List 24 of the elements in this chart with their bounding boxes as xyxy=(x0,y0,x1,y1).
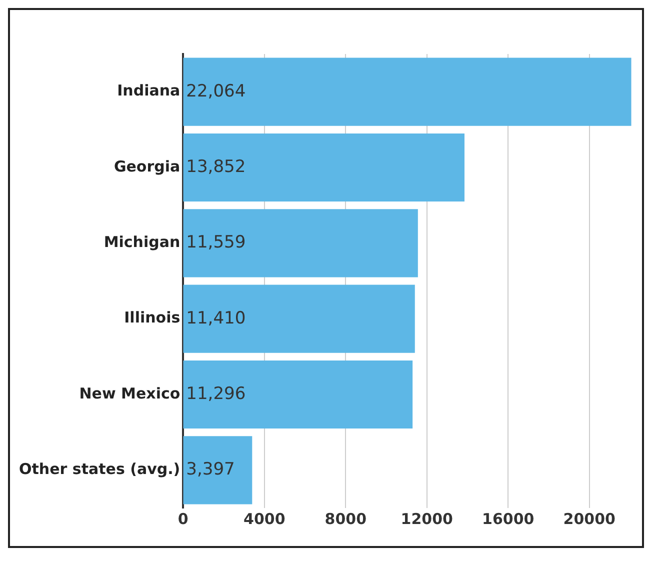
data-label: 11,296 xyxy=(186,384,246,404)
data-label: 11,410 xyxy=(186,308,246,328)
bar xyxy=(183,58,632,126)
data-label: 22,064 xyxy=(186,81,246,102)
data-label: 13,852 xyxy=(186,156,246,177)
y-tick-label: Georgia xyxy=(114,157,180,176)
x-tick-label: 4000 xyxy=(244,510,286,528)
y-tick-label: Other states (avg.) xyxy=(19,460,180,478)
x-tick-label: 0 xyxy=(178,510,188,528)
bar xyxy=(183,133,464,202)
data-label: 11,559 xyxy=(186,232,246,253)
x-tick-label: 20000 xyxy=(563,510,616,528)
y-tick-label: Illinois xyxy=(124,308,180,327)
x-tick-label: 12000 xyxy=(400,510,453,528)
y-tick-label: New Mexico xyxy=(79,384,180,402)
x-tick-label: 16000 xyxy=(482,510,534,528)
x-tick-label: 8000 xyxy=(324,510,367,528)
bar xyxy=(183,209,418,278)
bar xyxy=(183,436,252,504)
y-tick-label: Michigan xyxy=(104,233,180,252)
data-label: 3,397 xyxy=(186,460,235,480)
bar xyxy=(183,284,415,353)
y-tick-label: Indiana xyxy=(117,82,180,100)
bar xyxy=(183,360,413,429)
